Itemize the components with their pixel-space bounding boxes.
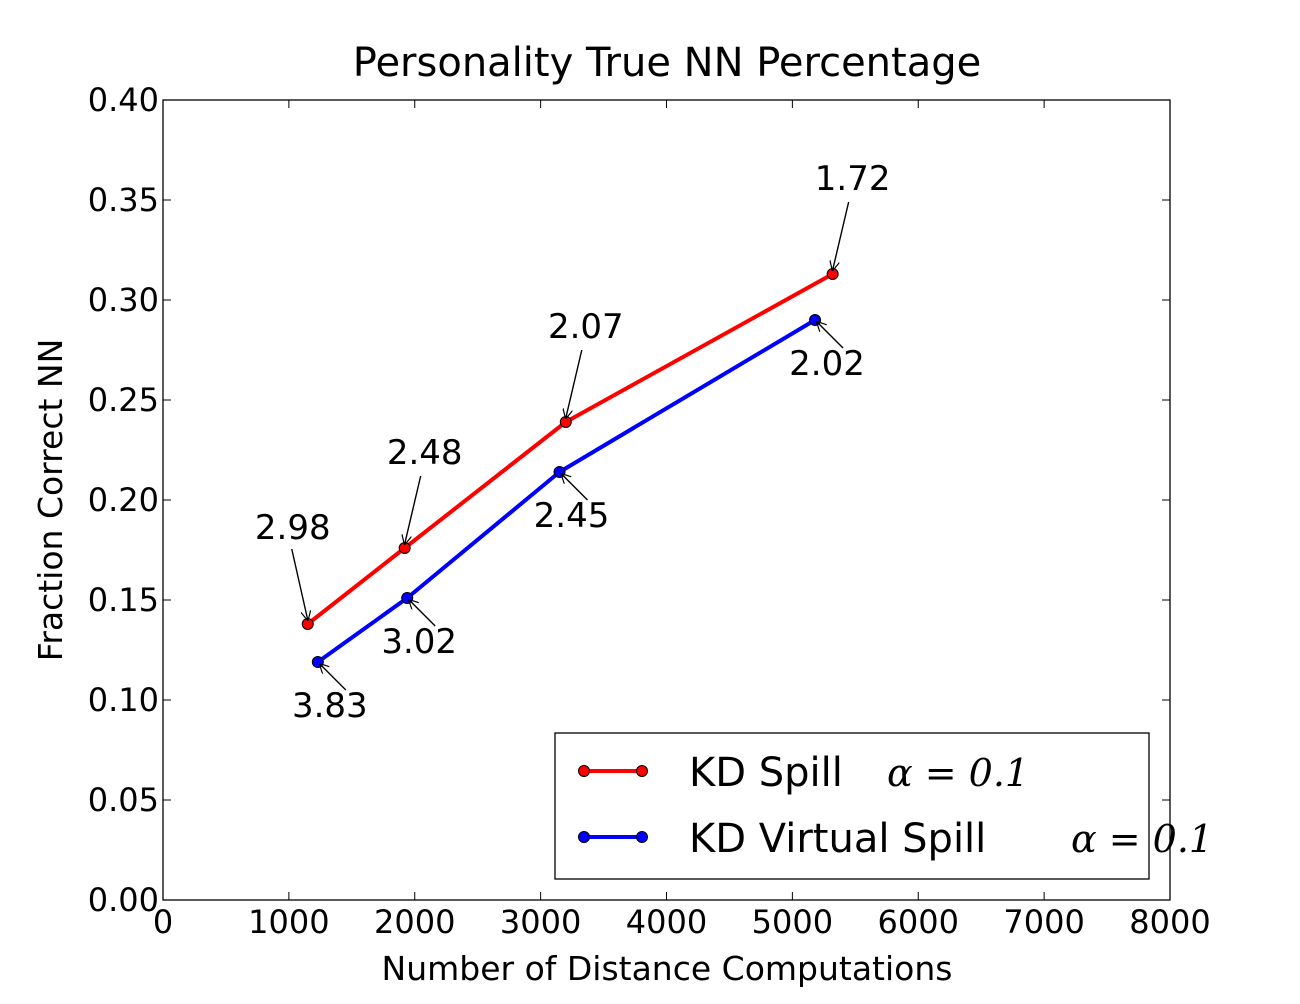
y-tick-label: 0.30 [88,281,159,319]
x-tick-label: 5000 [752,903,833,941]
annotation-arrow [833,201,850,270]
plot-area: 0 1000 2000 3000 4000 5000 6000 7000 8000 0.00 0.0… [88,81,1211,941]
data-point [398,542,411,554]
y-tick-label: 0.20 [88,481,159,519]
data-label: 2.98 [255,508,331,548]
data-label: 2.02 [789,344,865,384]
chart-legend: KD Spill α = 0.1 KD Virtual Spill α = 0.1 [554,732,1213,880]
data-point [301,618,314,630]
legend-label: KD Virtual Spill [689,816,986,862]
y-tick-label: 0.10 [88,681,159,719]
annotation-arrow [405,475,422,544]
x-tick-label: 0 [153,903,173,941]
data-point [559,416,572,428]
chart-title: Personality True NN Percentage [353,40,981,86]
y-axis-label: Fraction Correct NN [31,339,70,662]
x-tick-label: 8000 [1129,903,1210,941]
legend-marker [578,831,590,843]
data-label: 2.45 [534,496,610,536]
legend-marker [636,765,648,777]
legend-marker [636,831,648,843]
data-label: 1.72 [815,159,891,199]
data-label: 3.02 [381,622,457,662]
legend-math: α = 0.1 [887,751,1029,795]
series-line-1 [316,318,817,664]
annotation-arrow [562,474,589,501]
annotation-arrow [291,548,308,620]
y-tick-label: 0.25 [88,381,159,419]
x-tick-label: 1000 [248,903,329,941]
y-tick-label: 0.00 [88,881,159,919]
data-label: 3.83 [292,686,368,726]
y-tick-label: 0.05 [88,781,159,819]
annotation-arrow [320,664,347,691]
data-label: 2.07 [548,307,624,347]
legend-box [554,732,1150,880]
x-tick-label: 4000 [626,903,707,941]
legend-label: KD Spill [689,750,843,796]
x-tick-label: 3000 [500,903,581,941]
annotation-arrow [409,600,436,627]
data-point [826,268,839,280]
y-tick-label: 0.15 [88,581,159,619]
annotation-arrow [817,322,844,349]
y-tick-label: 0.35 [88,181,159,219]
legend-math: α = 0.1 [1071,817,1213,861]
x-axis-label: Number of Distance Computations [382,949,953,988]
series-line-0 [306,272,834,626]
x-tick-label: 6000 [878,903,959,941]
legend-marker [578,765,590,777]
y-tick-label: 0.40 [88,81,159,119]
x-tick-label: 7000 [1003,903,1084,941]
data-label: 2.48 [387,433,463,473]
annotation-arrow [566,349,583,418]
x-tick-label: 2000 [374,903,455,941]
